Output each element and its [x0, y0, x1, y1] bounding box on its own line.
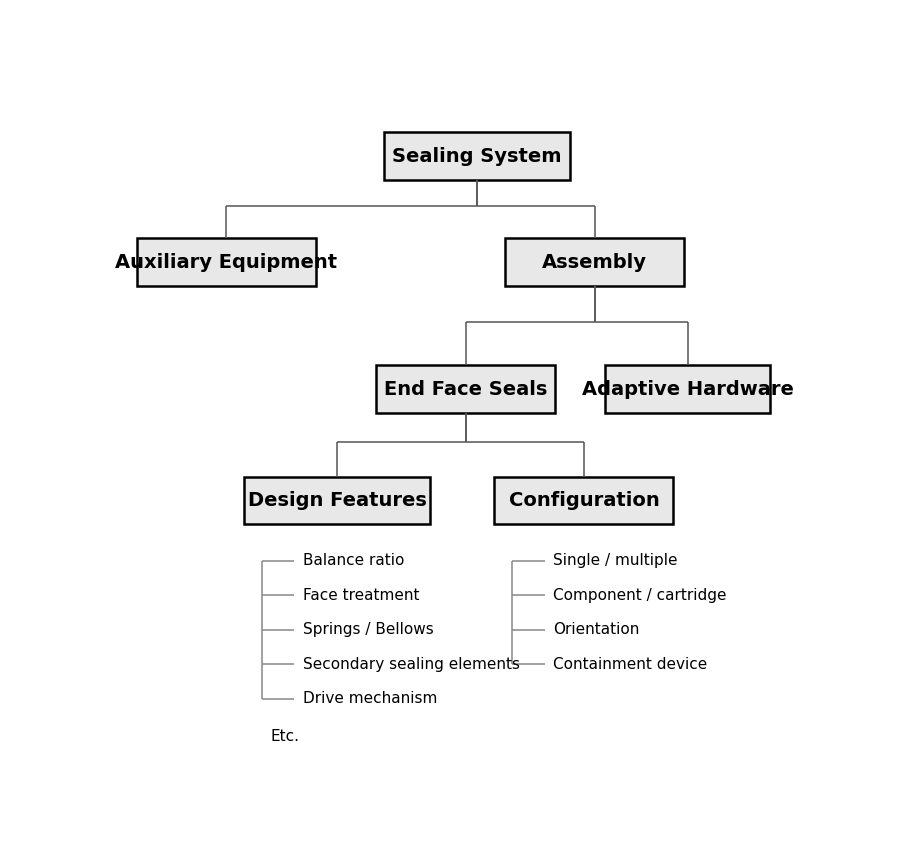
Text: Assembly: Assembly	[542, 253, 647, 272]
Text: Adaptive Hardware: Adaptive Hardware	[581, 380, 794, 399]
FancyBboxPatch shape	[505, 238, 684, 286]
FancyBboxPatch shape	[377, 366, 556, 413]
FancyBboxPatch shape	[495, 476, 674, 525]
FancyBboxPatch shape	[137, 238, 316, 286]
Text: Etc.: Etc.	[270, 729, 300, 744]
Text: End Face Seals: End Face Seals	[384, 380, 547, 399]
Text: Auxiliary Equipment: Auxiliary Equipment	[115, 253, 337, 272]
Text: Face treatment: Face treatment	[303, 587, 419, 603]
Text: Containment device: Containment device	[553, 656, 707, 672]
Text: Sealing System: Sealing System	[392, 147, 561, 166]
Text: Secondary sealing elements: Secondary sealing elements	[303, 656, 520, 672]
FancyBboxPatch shape	[605, 366, 770, 413]
FancyBboxPatch shape	[384, 132, 569, 180]
Text: Design Features: Design Features	[247, 491, 426, 510]
Text: Component / cartridge: Component / cartridge	[553, 587, 726, 603]
FancyBboxPatch shape	[244, 476, 430, 525]
Text: Drive mechanism: Drive mechanism	[303, 691, 438, 706]
Text: Configuration: Configuration	[509, 491, 659, 510]
Text: Orientation: Orientation	[553, 622, 640, 637]
Text: Springs / Bellows: Springs / Bellows	[303, 622, 434, 637]
Text: Single / multiple: Single / multiple	[553, 553, 677, 568]
Text: Balance ratio: Balance ratio	[303, 553, 404, 568]
